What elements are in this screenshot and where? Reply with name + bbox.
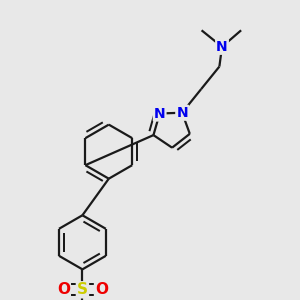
Text: O: O [57,282,70,297]
Text: S: S [77,282,88,297]
Text: N: N [176,106,188,120]
Text: N: N [216,40,228,54]
Text: N: N [154,106,166,121]
Text: O: O [95,282,108,297]
